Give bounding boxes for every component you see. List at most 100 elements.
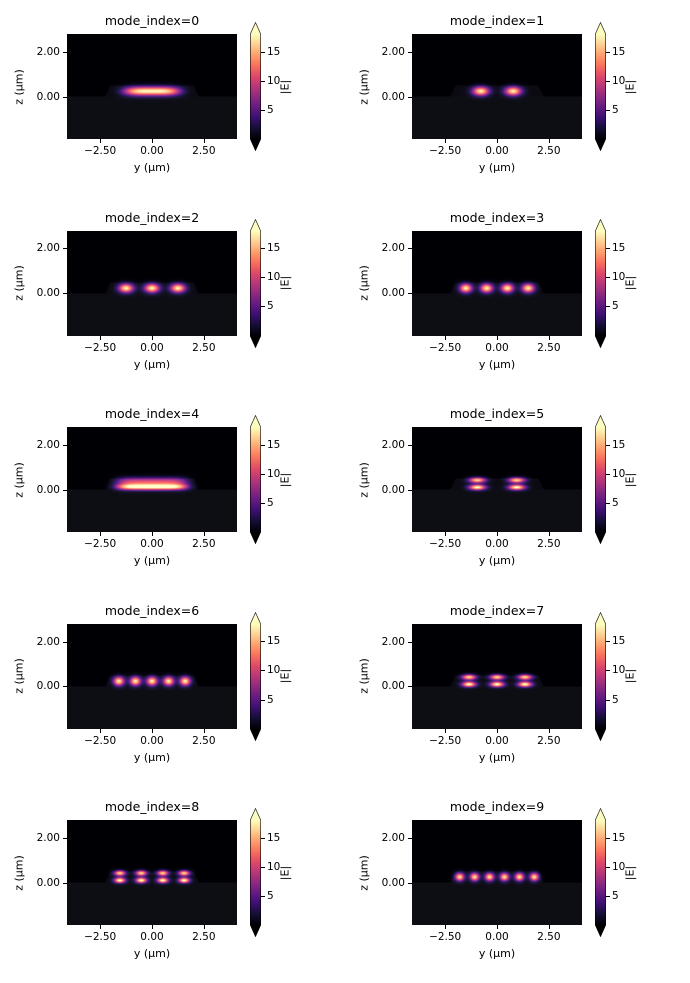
x-axis-label: y (μm) — [478, 750, 516, 764]
y-axis-label: z (μm) — [12, 68, 26, 105]
y-axis-label: z (μm) — [357, 68, 371, 105]
x-tickmark — [152, 728, 153, 733]
y-tick-label: 0.00 — [36, 90, 60, 103]
colorbar-tickmark — [261, 670, 265, 672]
colorbar-tick-label: 10 — [612, 664, 626, 677]
colorbar-label: |E| — [623, 669, 637, 684]
x-tickmark — [100, 335, 102, 340]
colorbar-tick-label: 5 — [267, 103, 274, 116]
colorbar-tickmark — [261, 699, 265, 701]
colorbar-tickmark — [606, 837, 610, 839]
colorbar-tickmark — [606, 277, 610, 279]
y-tickmark — [408, 489, 412, 491]
colorbar-tick-label: 10 — [267, 861, 281, 874]
x-tick-label: 2.50 — [192, 538, 216, 551]
colorbar-tickmark — [261, 444, 265, 446]
colorbar-label: |E| — [623, 865, 637, 881]
colorbar-tick-label: 15 — [612, 438, 626, 451]
heatmap-canvas — [412, 34, 582, 139]
x-tickmark — [445, 728, 447, 733]
colorbar-tickmark — [606, 503, 610, 505]
x-tickmark — [548, 728, 550, 733]
colorbar-tickmark — [261, 641, 265, 643]
x-tick-label: 0.00 — [485, 931, 509, 944]
y-axis-label: z (μm) — [12, 855, 26, 891]
x-tickmark — [445, 532, 447, 537]
colorbar-tickmark — [606, 641, 610, 643]
heatmap-canvas — [412, 427, 582, 533]
colorbar-label: |E| — [278, 865, 292, 881]
y-tick-label: 0.00 — [36, 287, 60, 300]
x-tick-label: 2.50 — [537, 931, 561, 944]
x-tickmark — [497, 532, 498, 537]
x-tickmark — [497, 925, 498, 930]
x-axis-label: y (μm) — [478, 161, 516, 174]
colorbar-tickmark — [606, 473, 610, 475]
colorbar-tick-label: 15 — [267, 438, 281, 451]
subplot-mode-3: mode_index=3 −2.50 0.00 2.50 2.00 0.00 y (μm) z… — [345, 197, 690, 394]
colorbar-tick-label: 5 — [612, 497, 619, 510]
colorbar-tick-label: 5 — [267, 693, 274, 706]
x-tickmark — [548, 335, 550, 340]
x-axis-label: y (μm) — [133, 750, 171, 764]
y-tick-label: 2.00 — [381, 242, 405, 255]
x-tickmark — [152, 925, 153, 930]
x-tickmark — [203, 728, 205, 733]
subplot-title: mode_index=6 — [104, 602, 200, 618]
y-tickmark — [63, 51, 67, 53]
colorbar-canvas — [250, 611, 261, 741]
colorbar-canvas — [595, 808, 606, 938]
y-tick-label: 2.00 — [36, 439, 60, 452]
heatmap-canvas — [67, 623, 237, 729]
x-tick-label: 0.00 — [140, 341, 164, 354]
colorbar-tick-label: 15 — [267, 242, 281, 255]
y-tickmark — [63, 293, 67, 295]
y-axis-label: z (μm) — [357, 461, 371, 498]
y-tickmark — [408, 248, 412, 250]
x-tickmark — [548, 532, 550, 537]
subplot-mode-4: mode_index=4 −2.50 0.00 2.50 2.00 0.00 y (μm) z… — [0, 393, 345, 590]
subplot-title: mode_index=9 — [449, 799, 545, 815]
x-tickmark — [445, 925, 447, 930]
x-tickmark — [100, 728, 102, 733]
subplot-mode-9: mode_index=9 −2.50 0.00 2.50 2.00 0.00 y (μm) z… — [345, 786, 690, 983]
x-tickmark — [497, 335, 498, 340]
subplot-mode-5: mode_index=5 −2.50 0.00 2.50 2.00 0.00 y (μm) z… — [345, 393, 690, 590]
x-tickmark — [497, 728, 498, 733]
heatmap-canvas — [412, 230, 582, 336]
colorbar-canvas — [595, 22, 606, 151]
colorbar-tick-label: 15 — [267, 635, 281, 648]
heatmap-canvas — [67, 820, 237, 926]
x-tickmark — [203, 925, 205, 930]
x-axis-label: y (μm) — [478, 357, 516, 371]
colorbar-tick-label: 15 — [612, 831, 626, 844]
y-tickmark — [408, 882, 412, 884]
x-tick-label: 0.00 — [140, 145, 164, 157]
y-axis-label: z (μm) — [357, 265, 371, 301]
x-tick-label: −2.50 — [429, 145, 462, 157]
heatmap-canvas — [67, 427, 237, 533]
y-tick-label: 2.00 — [381, 439, 405, 452]
y-tick-label: 0.00 — [381, 483, 405, 496]
y-tickmark — [408, 96, 412, 98]
y-tick-label: 0.00 — [36, 680, 60, 693]
subplot-title: mode_index=1 — [449, 13, 545, 28]
y-tick-label: 0.00 — [381, 90, 405, 103]
colorbar-tickmark — [261, 867, 265, 869]
colorbar-label: |E| — [278, 275, 292, 291]
x-tick-label: −2.50 — [84, 931, 117, 944]
x-tick-label: −2.50 — [84, 538, 117, 551]
colorbar-tick-label: 15 — [267, 45, 281, 58]
subplot-title: mode_index=5 — [449, 406, 545, 422]
colorbar-canvas — [250, 808, 261, 938]
colorbar-tick-label: 5 — [267, 497, 274, 510]
heatmap-canvas — [67, 34, 237, 139]
x-tickmark — [203, 139, 205, 143]
subplot-title: mode_index=3 — [449, 209, 545, 225]
subplot-mode-8: mode_index=8 −2.50 0.00 2.50 2.00 0.00 y (μm) z… — [0, 786, 345, 983]
colorbar-canvas — [250, 415, 261, 545]
colorbar-tickmark — [261, 473, 265, 475]
x-tickmark — [497, 139, 498, 143]
colorbar-label: |E| — [623, 275, 637, 291]
colorbar-tickmark — [606, 896, 610, 898]
